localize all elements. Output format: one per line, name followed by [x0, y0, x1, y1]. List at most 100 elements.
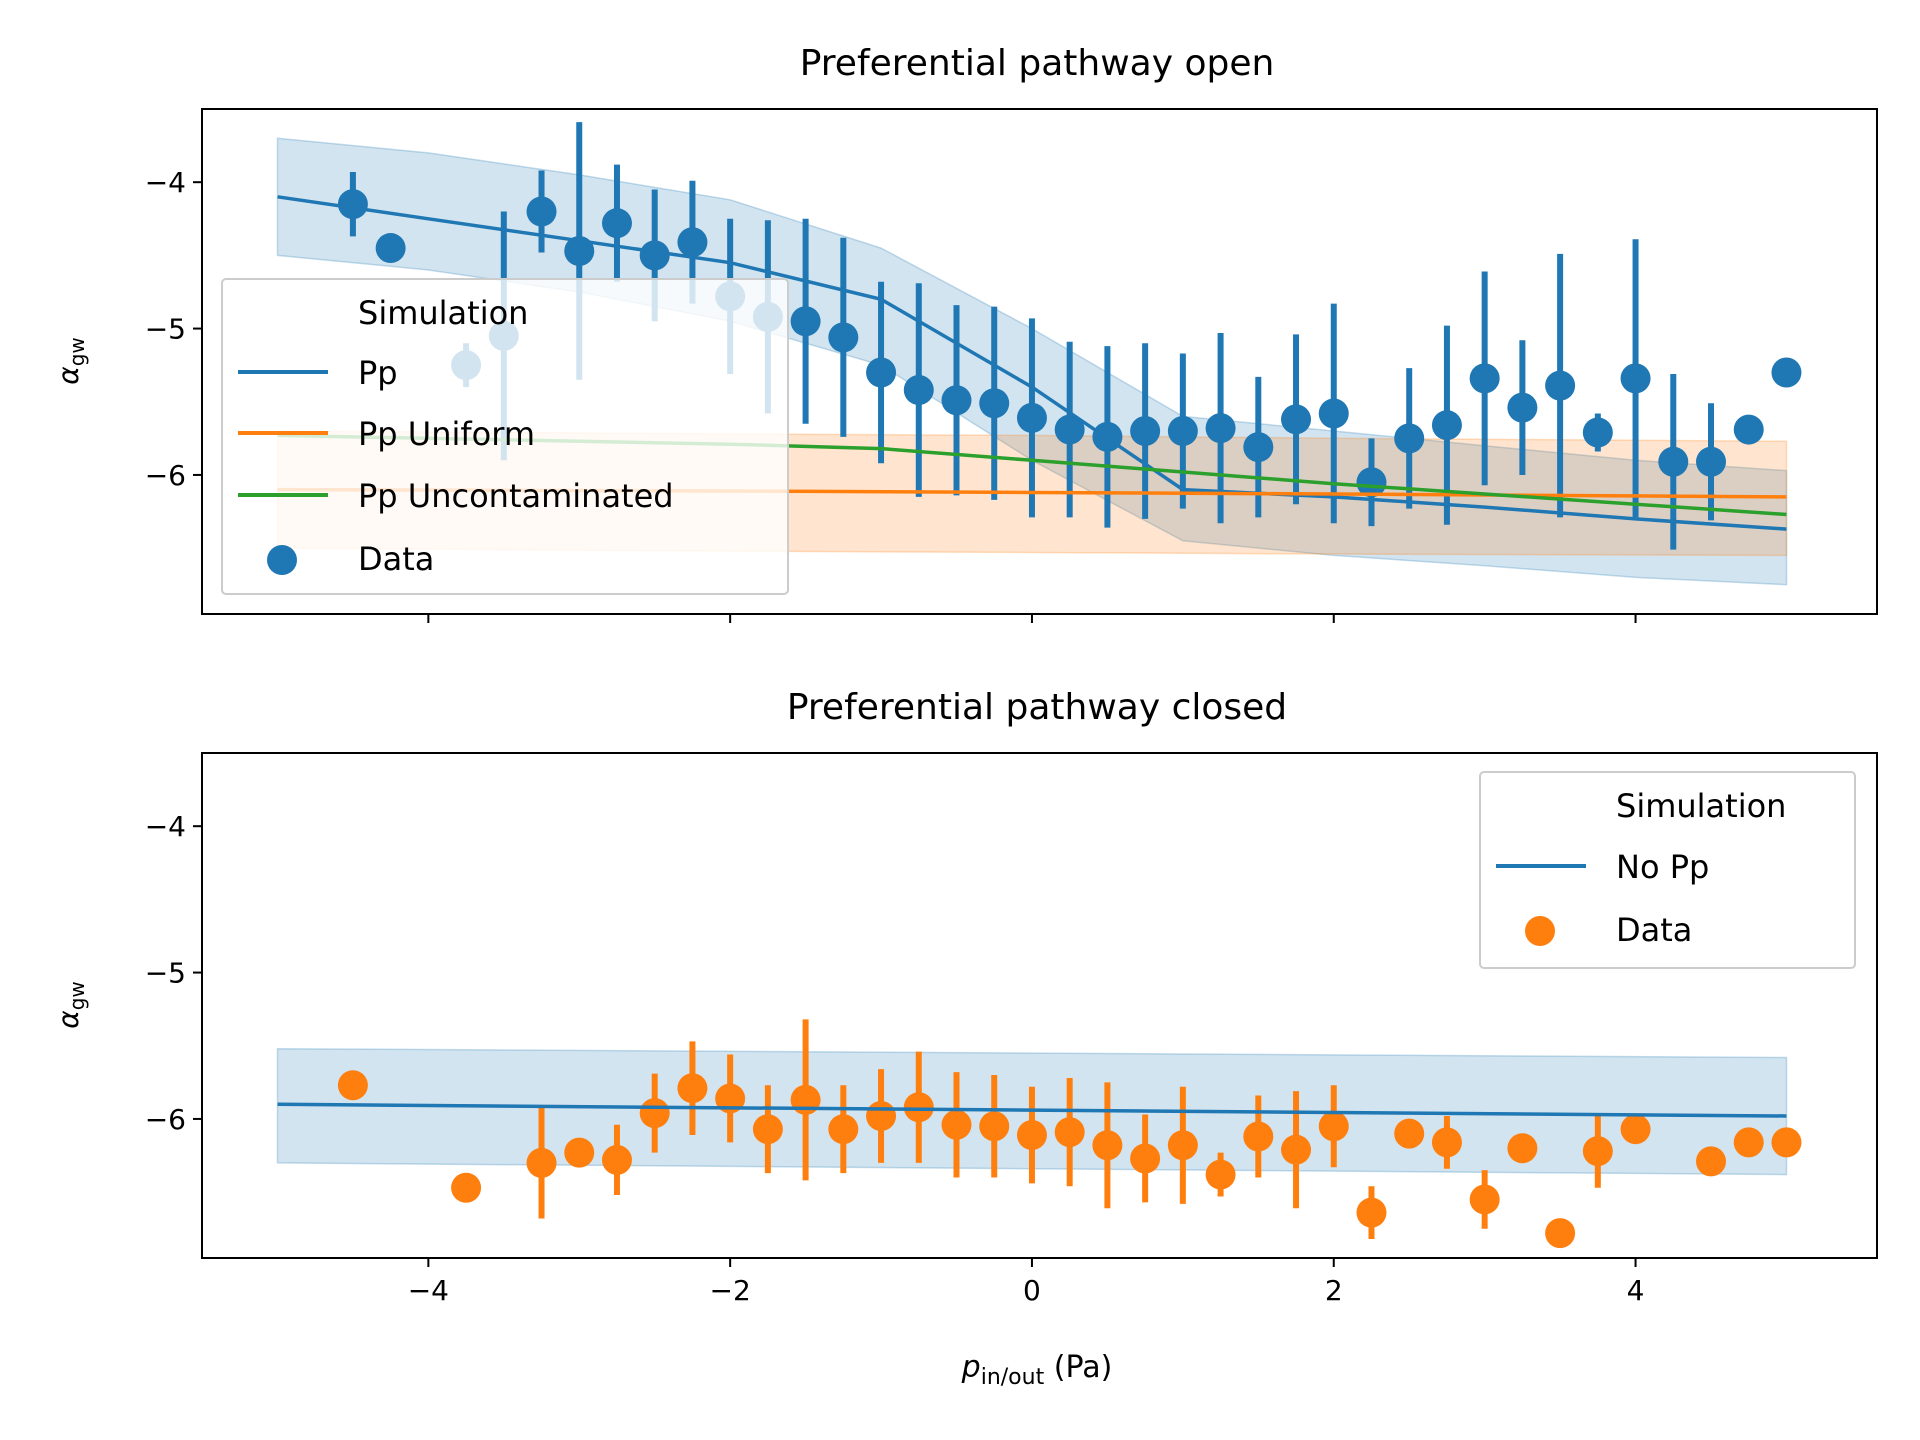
data-point	[639, 240, 670, 271]
data-point	[564, 1137, 595, 1168]
legend: Simulation Pp Pp Uniform Pp Uncontaminat…	[221, 278, 789, 595]
legend-swatch-data	[1525, 916, 1555, 946]
axes-frame	[201, 752, 1878, 1259]
data-point	[1130, 416, 1161, 447]
x-tick-label: 0	[1023, 1274, 1041, 1307]
data-point	[979, 1111, 1010, 1142]
y-tick-label: −5	[145, 313, 186, 346]
x-tick-label: −4	[408, 1274, 449, 1307]
panel-title: Preferential pathway closed	[787, 687, 1287, 728]
legend-box	[1479, 771, 1856, 969]
data-point	[1431, 410, 1462, 441]
data-point	[1696, 1146, 1727, 1177]
legend: Simulation No Pp Data	[1479, 771, 1856, 969]
data-point	[1016, 1120, 1047, 1151]
data-point	[1016, 402, 1047, 433]
data-point	[979, 388, 1010, 419]
data-point	[1356, 1197, 1387, 1228]
data-point	[1356, 467, 1387, 498]
data-point	[1431, 1127, 1462, 1158]
y-axis-label: αgw	[52, 337, 89, 385]
data-point	[828, 322, 859, 353]
data-point	[677, 227, 708, 258]
data-point	[1205, 1159, 1236, 1190]
legend-box	[221, 278, 789, 595]
plot-layer	[276, 1019, 1802, 1249]
data-point	[451, 1172, 482, 1203]
data-point	[752, 1114, 783, 1145]
data-point	[866, 357, 897, 388]
data-point	[790, 1084, 821, 1115]
panel-title: Preferential pathway open	[800, 43, 1275, 84]
data-point	[1281, 404, 1312, 435]
x-axis-label: pin/out (Pa)	[961, 1350, 1113, 1390]
x-tick-label: −2	[710, 1274, 751, 1307]
legend-label-pp-uncontaminated: Pp Uncontaminated	[358, 477, 674, 515]
data-point	[1092, 1130, 1123, 1161]
data-point	[1771, 1127, 1802, 1158]
data-point	[337, 189, 368, 220]
data-point	[1582, 417, 1613, 448]
data-point	[1620, 1114, 1651, 1145]
legend-swatch-data	[267, 545, 297, 575]
data-point	[1130, 1143, 1161, 1174]
panel-bottom: Preferential pathway closed −4 −5 −6 −4 −2 0 2…	[52, 687, 1878, 1390]
data-point	[1545, 1218, 1576, 1249]
data-point	[1394, 423, 1425, 454]
data-point	[1394, 1118, 1425, 1149]
data-point	[1545, 370, 1576, 401]
data-point	[1281, 1134, 1312, 1165]
data-point	[677, 1073, 708, 1104]
data-point	[903, 1092, 934, 1123]
y-tick-label: −5	[145, 957, 186, 990]
legend-title: Simulation	[1616, 787, 1786, 825]
data-point	[1205, 413, 1236, 444]
legend-label-pp-uniform: Pp Uniform	[358, 415, 535, 453]
data-point	[903, 375, 934, 406]
panel-top: Preferential pathway open −4 −5 −6 αgw Sim…	[52, 43, 1878, 623]
data-point	[1243, 1121, 1274, 1152]
data-point	[601, 1144, 632, 1175]
data-point	[1658, 446, 1689, 477]
data-point	[828, 1114, 859, 1145]
legend-label-no-pp: No Pp	[1616, 848, 1709, 886]
data-point	[601, 208, 632, 239]
data-point	[1733, 1127, 1764, 1158]
data-point	[1167, 1130, 1198, 1161]
x-tick-label: 2	[1325, 1274, 1343, 1307]
data-point	[866, 1101, 897, 1132]
data-point	[1620, 363, 1651, 394]
legend-label-data: Data	[358, 540, 434, 578]
y-tick-label: −6	[145, 459, 186, 492]
data-point	[1507, 1133, 1538, 1164]
legend-title: Simulation	[358, 294, 528, 332]
series-line-no-pp	[277, 1102, 1787, 1118]
data-point	[375, 233, 406, 264]
data-point	[1469, 1184, 1500, 1215]
data-point	[1054, 1117, 1085, 1148]
data-point	[715, 1083, 746, 1114]
y-tick-label: −6	[145, 1103, 186, 1136]
data-point	[1582, 1136, 1613, 1167]
legend-label-data: Data	[1616, 911, 1692, 949]
data-point	[526, 196, 557, 227]
x-tick-label: 4	[1627, 1274, 1645, 1307]
axes-frame	[201, 108, 1878, 615]
data-point	[1771, 357, 1802, 388]
data-point	[1318, 1111, 1349, 1142]
tick-layer: −4 −5 −6	[145, 166, 1637, 623]
data-point	[1054, 414, 1085, 445]
legend-label-pp: Pp	[358, 354, 398, 392]
tick-layer: −4 −5 −6 −4 −2 0 2 4	[145, 810, 1645, 1307]
data-point	[526, 1147, 557, 1178]
data-point	[1243, 432, 1274, 463]
data-point	[941, 1109, 972, 1140]
data-point	[337, 1070, 368, 1101]
y-axis-label: αgw	[52, 981, 89, 1029]
series-line-pp	[277, 195, 1787, 531]
data-point	[1469, 363, 1500, 394]
data-point	[941, 385, 972, 416]
data-point	[1507, 392, 1538, 423]
y-tick-label: −4	[145, 810, 186, 843]
